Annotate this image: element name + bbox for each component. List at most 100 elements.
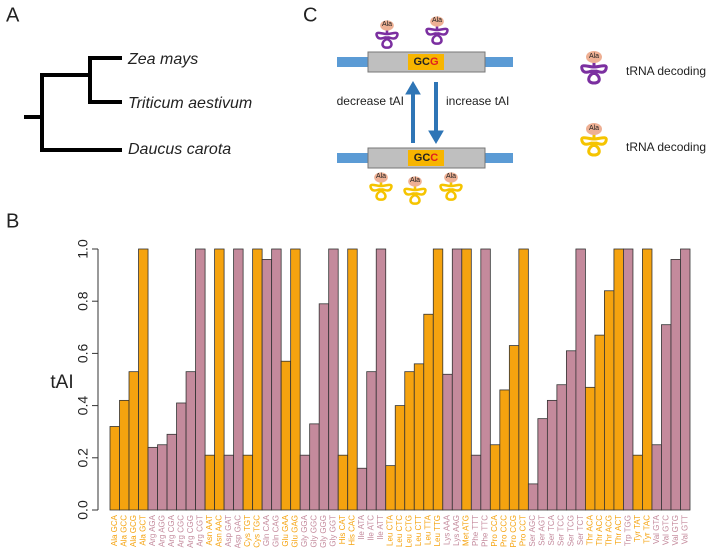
x-tick-label: Ala GCA bbox=[110, 514, 119, 546]
x-tick-label: Gln CAA bbox=[262, 514, 271, 546]
x-tick-label: Leu CTG bbox=[405, 515, 414, 547]
codon: GCG bbox=[413, 56, 438, 68]
y-axis-label: tAI bbox=[50, 372, 73, 393]
amino-acid: Ala bbox=[589, 125, 599, 132]
x-tick-label: Asn AAT bbox=[205, 515, 214, 546]
bar bbox=[299, 454, 311, 511]
bar bbox=[109, 426, 120, 511]
x-tick-label: Lys AAA bbox=[443, 514, 452, 545]
bar bbox=[451, 248, 463, 511]
x-tick-label: Met ATG bbox=[462, 515, 471, 546]
bar bbox=[604, 290, 615, 511]
bar bbox=[527, 483, 539, 511]
x-tick-label: Leu TTG bbox=[433, 515, 442, 546]
y-tick-label: 0.4 bbox=[75, 396, 91, 416]
bar bbox=[157, 444, 168, 511]
bar bbox=[661, 324, 672, 511]
bar bbox=[404, 371, 415, 511]
bar bbox=[480, 248, 491, 511]
x-tick-label: Asp GAC bbox=[233, 515, 242, 548]
bar bbox=[461, 248, 472, 511]
y-tick-label: 0.8 bbox=[75, 291, 91, 311]
x-tick-label: Ile ATA bbox=[357, 514, 366, 539]
species-label: Daucus carota bbox=[128, 141, 231, 158]
codon-part: C bbox=[430, 152, 438, 164]
species-label: Triticum aestivum bbox=[128, 95, 252, 112]
amino-acid: Ala bbox=[432, 17, 442, 24]
x-tick-label: Asp GAT bbox=[224, 515, 233, 547]
x-tick-label: Val GTC bbox=[661, 515, 670, 545]
bar bbox=[546, 399, 558, 511]
bar bbox=[366, 371, 377, 511]
tree bbox=[24, 56, 122, 152]
x-tick-label: Pro CCA bbox=[490, 514, 499, 546]
legend-label: tRNA decoding GCG bbox=[626, 64, 709, 78]
bar bbox=[585, 386, 596, 511]
x-tick-label: Asn AAC bbox=[214, 515, 223, 547]
bar bbox=[680, 248, 691, 511]
x-tick-label: Thr ACG bbox=[604, 515, 613, 546]
x-tick-label: Trp TGG bbox=[623, 515, 632, 546]
x-tick-label: Ser AGT bbox=[538, 515, 547, 546]
bar bbox=[670, 259, 681, 511]
x-tick-label: Pro CCG bbox=[509, 515, 518, 547]
y-tick-label: 1.0 bbox=[75, 239, 91, 259]
bar bbox=[214, 248, 225, 511]
bar bbox=[128, 371, 139, 511]
x-tick-label: Gly GGG bbox=[319, 515, 328, 548]
arrow-label: increase tAI bbox=[446, 94, 509, 108]
bar bbox=[394, 405, 406, 511]
x-tick-label: Gly GGC bbox=[310, 515, 319, 548]
bar bbox=[337, 454, 349, 511]
bar bbox=[166, 433, 177, 511]
x-tick-label: Arg AGG bbox=[157, 515, 166, 547]
x-tick-label: Ile ATC bbox=[367, 515, 376, 541]
bar bbox=[290, 248, 301, 511]
x-tick-label: His CAT bbox=[338, 515, 347, 544]
y-tick-label: 0.0 bbox=[75, 500, 91, 520]
bar bbox=[632, 454, 643, 511]
x-tick-label: Ala GCC bbox=[119, 515, 128, 547]
amino-acid: Ala bbox=[376, 173, 386, 180]
trna-purple bbox=[375, 15, 608, 85]
bar bbox=[623, 248, 634, 511]
bar bbox=[594, 334, 605, 511]
bar bbox=[565, 350, 577, 511]
x-tick-label: Ser AGC bbox=[528, 515, 537, 547]
species-label: Zea mays bbox=[127, 51, 198, 68]
x-tick-label: Val GTA bbox=[652, 514, 661, 544]
x-tick-label: Arg CGA bbox=[167, 514, 176, 547]
x-tick-label: Thr ACT bbox=[614, 515, 623, 545]
bar bbox=[432, 248, 444, 511]
x-tick-label: Phe TTT bbox=[471, 515, 480, 546]
x-tick-label: Phe TTC bbox=[481, 515, 490, 547]
x-tick-label: Leu CTA bbox=[386, 514, 395, 546]
x-tick-label: Thr ACA bbox=[585, 514, 594, 545]
bar bbox=[233, 248, 244, 511]
x-tick-label: Glu GAA bbox=[281, 514, 290, 546]
arrow-head bbox=[428, 130, 444, 144]
x-tick-label: Pro CCT bbox=[519, 515, 528, 546]
panel-letter: C bbox=[303, 4, 317, 26]
x-tick-label: Leu CTT bbox=[414, 515, 423, 546]
bar bbox=[556, 384, 567, 511]
bar bbox=[423, 313, 434, 511]
x-tick-label: Pro CCC bbox=[500, 515, 509, 547]
y-tick-label: 0.6 bbox=[75, 343, 91, 363]
x-tick-label: Arg AGA bbox=[148, 514, 157, 546]
bar bbox=[328, 248, 339, 511]
bar bbox=[413, 363, 425, 511]
y-tick-label: 0.2 bbox=[75, 448, 91, 468]
codon-part: GC bbox=[414, 152, 431, 164]
bar bbox=[518, 248, 529, 511]
bar bbox=[204, 454, 215, 511]
legend-label: tRNA decoding GCC bbox=[626, 140, 709, 154]
bar bbox=[356, 467, 368, 511]
bar bbox=[470, 454, 482, 511]
arrow-label: decrease tAI bbox=[337, 94, 404, 108]
bar bbox=[147, 446, 158, 511]
x-tick-label: Thr ACC bbox=[595, 515, 604, 546]
bar bbox=[176, 402, 187, 511]
bar bbox=[138, 248, 149, 511]
amino-acid: Ala bbox=[446, 173, 456, 180]
